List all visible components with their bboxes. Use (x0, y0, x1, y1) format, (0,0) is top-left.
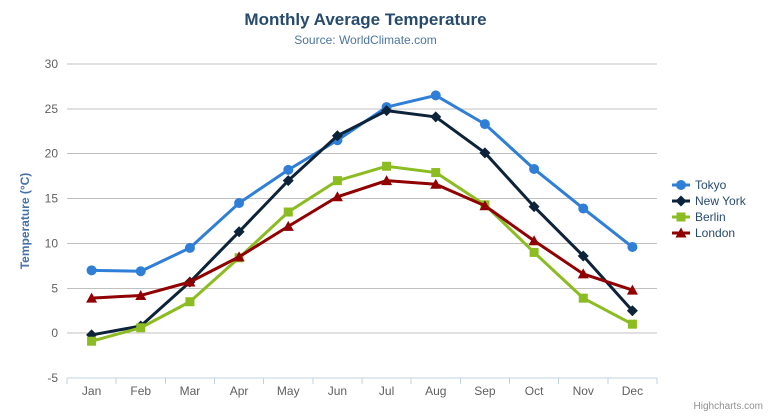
series-line-london (90, 179, 634, 300)
data-point-tokyo[interactable] (86, 265, 97, 276)
chart-subtitle: Source: WorldClimate.com (294, 33, 437, 47)
data-point-london[interactable] (135, 289, 147, 300)
x-tick-label: May (277, 384, 300, 398)
y-tick-label: 30 (45, 57, 59, 71)
series-new-york (86, 105, 638, 341)
data-point-berlin[interactable] (382, 161, 392, 171)
x-tick-label: Jun (328, 384, 347, 398)
data-point-berlin[interactable] (332, 176, 342, 186)
data-point-london[interactable] (86, 292, 98, 303)
x-tick-label: Sep (474, 384, 496, 398)
data-point-new-york[interactable] (528, 201, 540, 213)
legend-marker-square-icon (672, 212, 690, 222)
data-point-berlin[interactable] (431, 168, 441, 178)
x-tick-label: Jul (379, 384, 394, 398)
legend-marker-triangle-icon (672, 227, 690, 238)
data-point-london[interactable] (626, 284, 638, 295)
chart-title: Monthly Average Temperature (244, 10, 487, 29)
series-london (86, 175, 638, 303)
credits-link[interactable]: Highcharts.com (693, 401, 763, 412)
data-point-london[interactable] (282, 220, 294, 231)
legend-item-london[interactable]: London (671, 225, 746, 241)
data-point-london[interactable] (381, 175, 393, 186)
legend-label: London (695, 226, 736, 240)
series-tokyo (86, 90, 638, 277)
legend-symbol (676, 212, 686, 222)
legend-item-berlin[interactable]: Berlin (671, 209, 746, 225)
legend-item-new-york[interactable]: New York (671, 193, 746, 209)
data-point-berlin[interactable] (87, 336, 97, 346)
x-tick-label: Oct (525, 384, 544, 398)
data-point-new-york[interactable] (233, 226, 245, 238)
legend-label: New York (695, 194, 746, 208)
data-point-tokyo[interactable] (479, 119, 490, 130)
data-point-london[interactable] (430, 178, 442, 189)
data-point-new-york[interactable] (331, 130, 343, 142)
y-tick-label: 25 (45, 102, 59, 116)
series-berlin (87, 161, 637, 346)
y-axis-title: Temperature (°C) (18, 172, 32, 270)
data-point-tokyo[interactable] (234, 198, 245, 209)
y-tick-label: 20 (45, 147, 59, 161)
y-tick-label: -5 (47, 371, 58, 385)
x-tick-label: Apr (230, 384, 249, 398)
data-point-new-york[interactable] (430, 111, 442, 123)
legend-marker-circle-icon (672, 180, 690, 190)
y-tick-label: 5 (51, 281, 58, 295)
data-point-london[interactable] (184, 276, 196, 287)
data-point-berlin[interactable] (627, 319, 637, 329)
data-point-london[interactable] (528, 235, 540, 246)
x-tick-label: Dec (622, 384, 643, 398)
series-line-berlin (90, 164, 634, 343)
legend-symbol (676, 180, 686, 190)
data-point-new-york[interactable] (479, 147, 491, 159)
data-point-tokyo[interactable] (578, 203, 589, 214)
data-point-berlin[interactable] (136, 323, 146, 333)
data-point-london[interactable] (479, 200, 491, 211)
data-point-berlin[interactable] (529, 247, 539, 257)
data-point-tokyo[interactable] (135, 266, 146, 277)
x-tick-label: Mar (180, 384, 201, 398)
legend-item-tokyo[interactable]: Tokyo (671, 177, 746, 193)
data-point-berlin[interactable] (185, 297, 195, 307)
data-point-new-york[interactable] (577, 250, 589, 262)
data-point-london[interactable] (233, 251, 245, 262)
x-tick-label: Aug (425, 384, 446, 398)
legend-label: Tokyo (695, 178, 727, 192)
y-tick-label: 0 (51, 326, 58, 340)
x-tick-label: Jan (82, 384, 101, 398)
legend: Tokyo New York Berlin London (671, 177, 746, 241)
data-point-berlin[interactable] (283, 207, 293, 217)
data-point-new-york[interactable] (381, 105, 393, 117)
y-tick-label: 10 (45, 236, 59, 250)
chart-context-menu-button[interactable] (729, 18, 755, 39)
legend-marker-diamond-icon (672, 195, 690, 207)
legend-symbol (675, 227, 687, 238)
data-point-new-york[interactable] (282, 175, 294, 187)
data-point-london[interactable] (577, 268, 589, 279)
data-point-london[interactable] (331, 191, 343, 202)
data-point-tokyo[interactable] (627, 242, 638, 253)
legend-label: Berlin (695, 210, 726, 224)
x-tick-label: Feb (130, 384, 151, 398)
data-point-tokyo[interactable] (184, 242, 195, 253)
data-point-berlin[interactable] (578, 293, 588, 303)
x-tick-label: Nov (573, 384, 594, 398)
series-line-new-york (90, 109, 634, 337)
y-tick-label: 15 (45, 192, 59, 206)
legend-symbol (675, 195, 687, 207)
data-point-tokyo[interactable] (529, 163, 540, 174)
data-point-new-york[interactable] (626, 305, 638, 317)
data-point-tokyo[interactable] (283, 164, 294, 175)
data-point-tokyo[interactable] (430, 90, 441, 101)
